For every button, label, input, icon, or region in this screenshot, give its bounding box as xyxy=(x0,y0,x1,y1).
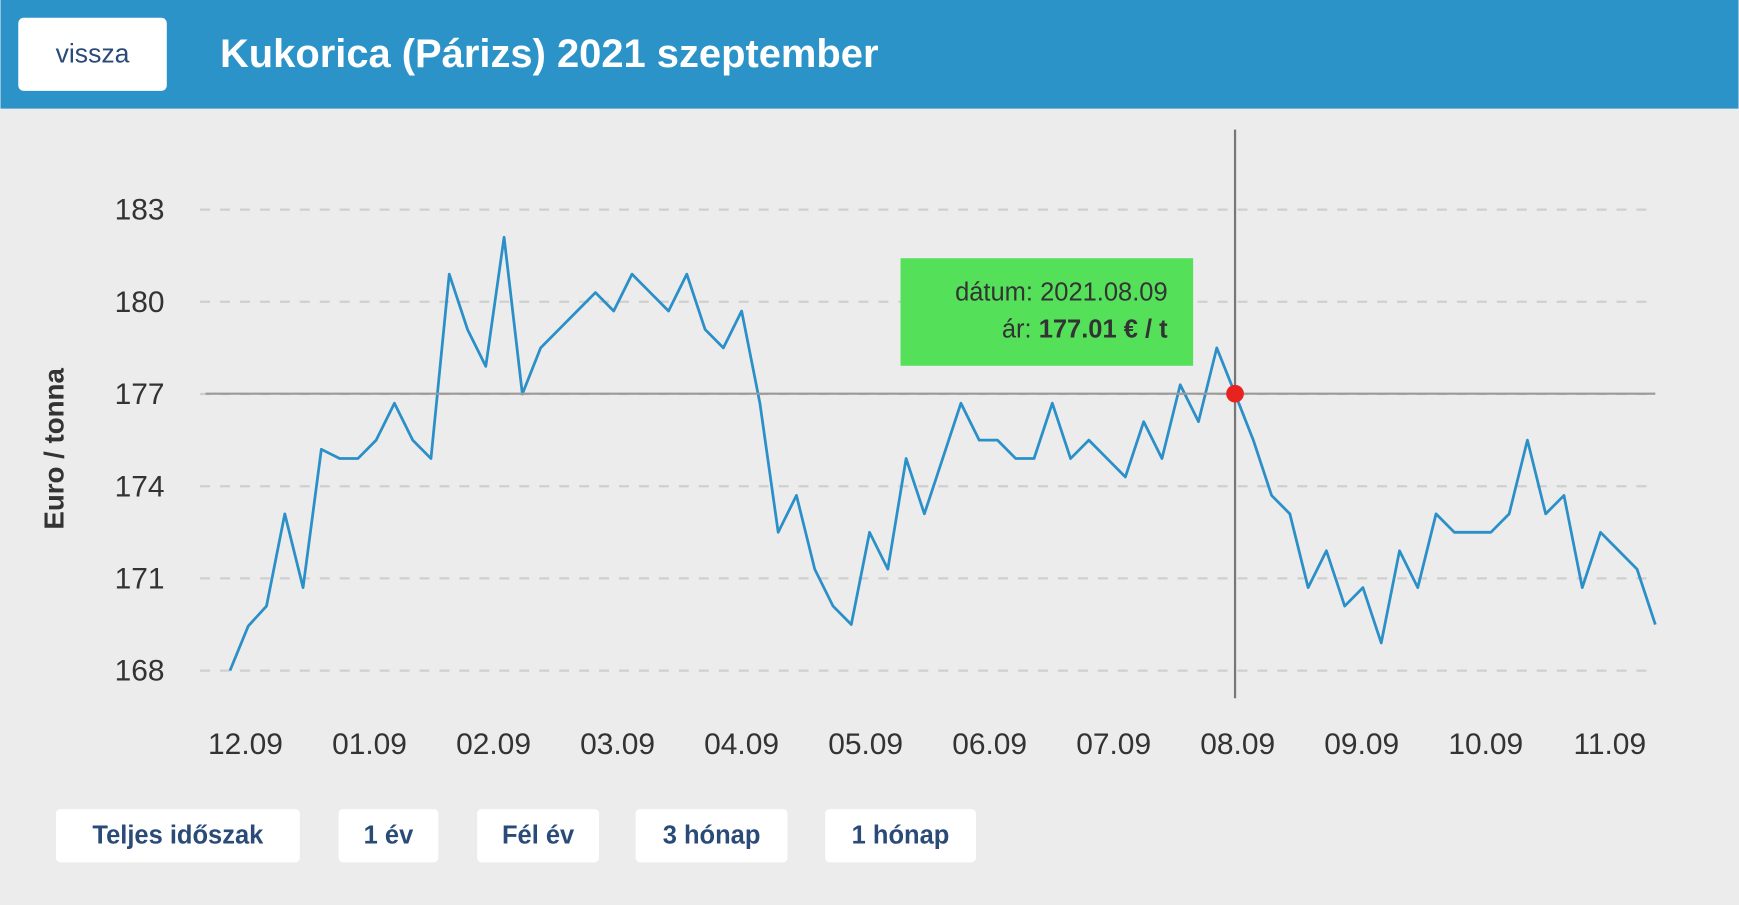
y-tick-label: 168 xyxy=(115,655,165,688)
x-tick-label: 06.09 xyxy=(952,728,1027,761)
range-button-label[interactable]: 1 év xyxy=(364,822,414,850)
price-line xyxy=(228,235,1657,672)
y-tick-label: 174 xyxy=(115,470,165,503)
y-tick-label: 177 xyxy=(115,378,165,411)
tooltip-date-value: 2021.08.09 xyxy=(1040,278,1168,306)
range-button[interactable] xyxy=(477,809,600,863)
x-tick-label: 12.09 xyxy=(208,728,283,761)
y-axis-label: Euro / tonna xyxy=(38,368,69,530)
header-title: Kukorica (Párizs) 2021 szeptember xyxy=(220,32,879,76)
y-tick-label: 180 xyxy=(115,286,165,319)
x-tick-label: 01.09 xyxy=(332,728,407,761)
tooltip-date: dátum: 2021.08.09 xyxy=(955,278,1168,306)
tooltip-box xyxy=(900,258,1194,366)
tooltip-date-prefix: dátum: xyxy=(955,278,1033,306)
x-tick-label: 11.09 xyxy=(1573,728,1646,761)
range-button[interactable] xyxy=(338,809,439,863)
y-tick-label: 171 xyxy=(115,563,165,596)
range-button-label[interactable]: 1 hónap xyxy=(852,822,950,850)
range-button-label[interactable]: 3 hónap xyxy=(663,822,761,850)
tooltip-price-value: 177.01 € / t xyxy=(1039,315,1168,343)
range-button[interactable] xyxy=(635,809,788,863)
back-button[interactable] xyxy=(18,17,167,91)
tooltip-price-prefix: ár: xyxy=(1002,315,1032,343)
x-tick-label: 05.09 xyxy=(828,728,903,761)
plot: 168 171 174 177 180 183 12.09 01.09 02.09 03.09 04… xyxy=(115,129,1657,761)
range-button-label[interactable]: Teljes időszak xyxy=(92,822,264,850)
selected-point xyxy=(1226,384,1244,403)
x-tick-label: 04.09 xyxy=(704,728,779,761)
x-tick-label: 02.09 xyxy=(456,728,531,761)
y-tick-label: 183 xyxy=(115,194,165,227)
x-tick-label: 03.09 xyxy=(580,728,655,761)
range-button[interactable] xyxy=(825,809,976,863)
x-tick-label: 10.09 xyxy=(1448,728,1523,761)
x-tick-label: 07.09 xyxy=(1076,728,1151,761)
range-button-label[interactable]: Fél év xyxy=(502,822,575,850)
back-button-label[interactable]: vissza xyxy=(56,38,130,68)
header-bar xyxy=(0,0,1739,109)
x-tick-label: 08.09 xyxy=(1200,728,1275,761)
x-tick-label: 09.09 xyxy=(1324,728,1399,761)
range-button[interactable] xyxy=(55,809,300,863)
tooltip-price: ár: 177.01 € / t xyxy=(1002,315,1168,343)
